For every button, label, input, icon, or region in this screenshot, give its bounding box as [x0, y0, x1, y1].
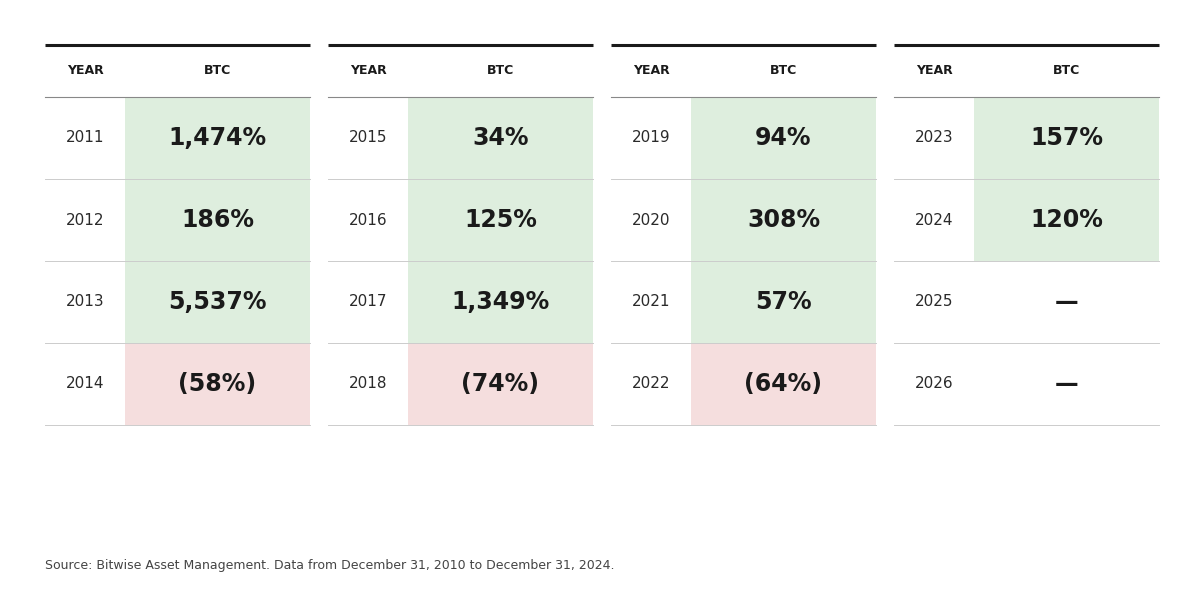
Text: 2013: 2013 [66, 295, 104, 309]
Text: —: — [1055, 372, 1078, 396]
Text: BTC: BTC [487, 65, 514, 77]
Text: 2016: 2016 [349, 213, 387, 228]
Text: YEAR: YEAR [350, 65, 386, 77]
Text: BTC: BTC [770, 65, 797, 77]
Text: 186%: 186% [181, 208, 254, 232]
Text: 2025: 2025 [915, 295, 953, 309]
Text: BTC: BTC [1053, 65, 1080, 77]
Text: (74%): (74%) [462, 372, 540, 396]
Text: 2015: 2015 [349, 131, 387, 146]
Text: 2014: 2014 [66, 377, 104, 391]
Text: 2011: 2011 [66, 131, 104, 146]
Text: —: — [1055, 290, 1078, 314]
Text: BTC: BTC [204, 65, 231, 77]
Bar [691, 97, 876, 343]
Bar [125, 97, 311, 343]
Text: 2019: 2019 [632, 131, 670, 146]
Text: 2021: 2021 [632, 295, 670, 309]
Text: 2022: 2022 [632, 377, 670, 391]
Text: YEAR: YEAR [67, 65, 103, 77]
Text: 2023: 2023 [915, 131, 953, 146]
Bar [974, 97, 1159, 261]
Bar [691, 343, 876, 425]
Bar [408, 343, 594, 425]
Text: (58%): (58%) [179, 372, 257, 396]
Text: 2018: 2018 [349, 377, 387, 391]
Text: 125%: 125% [464, 208, 537, 232]
Text: 120%: 120% [1030, 208, 1103, 232]
Text: 157%: 157% [1030, 126, 1103, 150]
Text: 5,537%: 5,537% [168, 290, 266, 314]
Bar [408, 97, 594, 343]
Bar [125, 343, 311, 425]
Text: YEAR: YEAR [633, 65, 669, 77]
Text: 2017: 2017 [349, 295, 387, 309]
Text: 308%: 308% [747, 208, 820, 232]
Text: 2020: 2020 [632, 213, 670, 228]
Text: 2012: 2012 [66, 213, 104, 228]
Text: 34%: 34% [472, 126, 529, 150]
Text: 1,474%: 1,474% [168, 126, 266, 150]
Text: 57%: 57% [755, 290, 812, 314]
Text: 94%: 94% [755, 126, 812, 150]
Text: Source: Bitwise Asset Management. Data from December 31, 2010 to December 31, 20: Source: Bitwise Asset Management. Data f… [46, 559, 615, 572]
Text: 2026: 2026 [915, 377, 953, 391]
Text: YEAR: YEAR [916, 65, 952, 77]
Text: (64%): (64%) [745, 372, 823, 396]
Text: 2024: 2024 [915, 213, 953, 228]
Text: 1,349%: 1,349% [451, 290, 549, 314]
